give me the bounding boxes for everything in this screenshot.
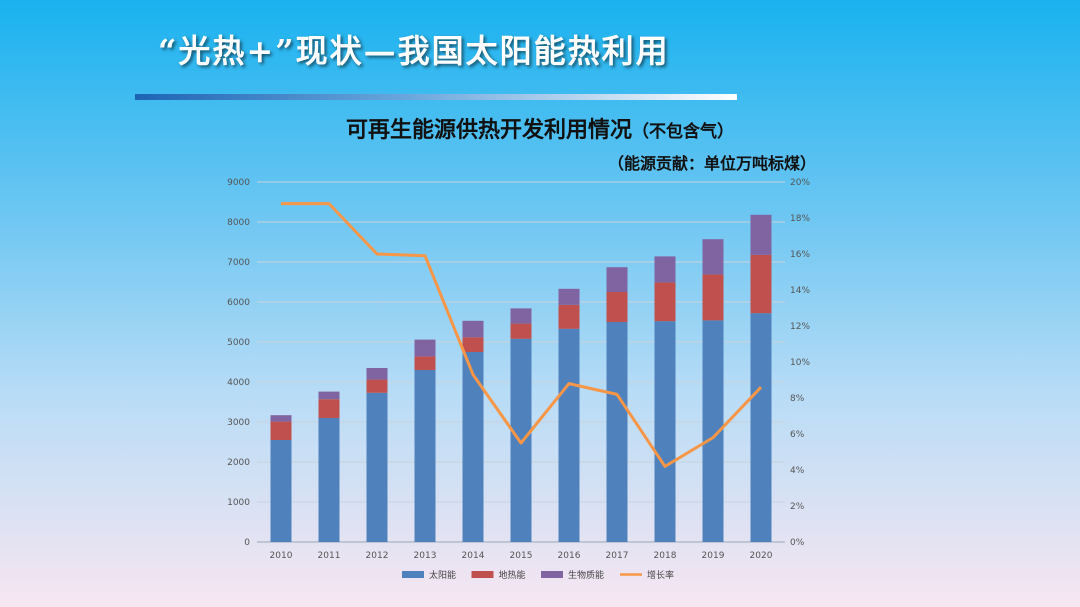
bar-segment [366,379,388,393]
bar-segment [654,321,676,542]
y-right-tick-label: 4% [790,466,805,476]
bar-segment [462,320,484,338]
bar-segment [654,282,676,322]
axes: 0 1000 2000 3000 4000 5000 6000 7000 8000 9000 0% 2… [227,178,810,561]
legend-label: 地热能 [499,569,526,581]
bar-segment [414,356,436,370]
chart-subtitle: （能源贡献：单位万吨标煤） [607,154,816,173]
chart-title: 可再生能源供热开发利用情况（不包含气） [0,112,1080,144]
bars [270,214,772,542]
y-right-tick-label: 18% [790,214,810,224]
chart-title-main: 可再生能源供热开发利用情况 [345,118,632,143]
bar-segment [366,368,388,380]
y-left-tick-label: 5000 [227,338,250,348]
y-left-tick-label: 0 [244,538,250,548]
bar-segment [702,274,724,321]
bar-segment [366,392,388,542]
x-tick-label: 2017 [606,551,629,561]
y-left-tick-label: 7000 [227,258,250,268]
y-left-tick-label: 2000 [227,458,250,468]
bar-segment [414,370,436,542]
bar-segment [750,214,772,255]
bar-segment [654,256,676,283]
x-tick-label: 2013 [414,551,437,561]
bar-segment [750,254,772,314]
growth-rate-line [281,202,763,468]
legend-swatch [402,571,424,578]
bar-segment [606,322,628,542]
bar-segment [318,418,340,542]
legend-label: 太阳能 [429,569,456,581]
y-left-tick-label: 3000 [227,418,250,428]
bar-segment [558,288,580,305]
bar-segment [270,440,292,542]
y-right-tick-label: 12% [790,322,810,332]
x-tick-label: 2010 [270,551,293,561]
x-tick-label: 2015 [510,551,533,561]
bar-segment [558,304,580,329]
x-tick-label: 2011 [318,551,341,561]
x-tick-label: 2016 [558,551,581,561]
y-right-tick-label: 2% [790,502,805,512]
x-tick-label: 2019 [702,551,725,561]
bar-segment [702,320,724,542]
bar-segment [414,339,436,357]
legend-swatch [541,571,563,578]
y-left-tick-label: 4000 [227,378,250,388]
bar-segment [510,308,532,324]
bar-segment [606,292,628,322]
legend-label: 增长率 [647,569,674,581]
y-left-tick-label: 9000 [227,178,250,188]
bar-segment [750,313,772,542]
bar-segment [606,267,628,292]
bar-segment [270,421,292,440]
x-tick-label: 2012 [366,551,389,561]
x-tick-label: 2018 [654,551,677,561]
bar-segment [462,352,484,542]
legend-swatch [471,571,494,578]
bar-segment [462,337,484,352]
y-right-tick-label: 8% [790,394,805,404]
y-left-tick-label: 6000 [227,298,250,308]
growth-line [281,202,763,468]
legend-label: 生物质能 [568,569,604,581]
y-right-tick-label: 20% [790,178,810,188]
bar-segment [318,399,340,418]
bar-segment [270,415,292,422]
y-left-tick-label: 1000 [227,498,250,508]
slide-title: “光热+”现状—我国太阳能热利用 [158,32,670,70]
x-tick-label: 2014 [462,551,485,561]
y-right-tick-label: 16% [790,250,810,260]
bar-segment [702,239,724,275]
chart-title-suffix: （不包含气） [632,122,734,142]
y-right-tick-label: 0% [790,538,805,548]
y-left-tick-label: 8000 [227,218,250,228]
y-right-tick-label: 14% [790,286,810,296]
y-right-tick-label: 6% [790,430,805,440]
bar-segment [318,391,340,400]
bar-segment [558,328,580,542]
bar-segment [510,323,532,339]
legend: 太阳能 地热能 生物质能 增长率 [402,569,674,581]
x-tick-label: 2020 [750,551,773,561]
title-underline-bar [135,94,737,100]
y-right-tick-label: 10% [790,358,810,368]
